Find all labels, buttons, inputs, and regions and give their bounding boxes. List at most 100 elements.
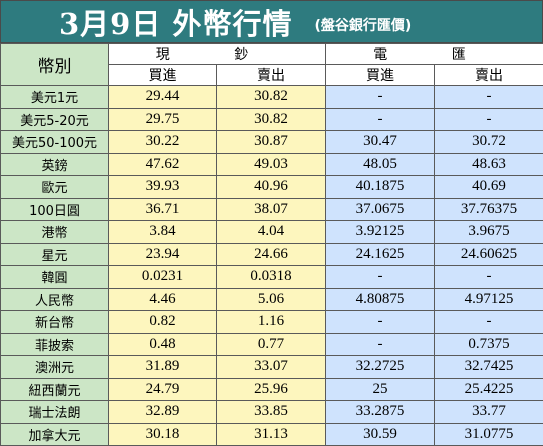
currency-header: 幣別 <box>1 44 109 86</box>
cash-sell-cell: 5.06 <box>217 288 326 311</box>
wire-sell-cell: 37.76375 <box>435 198 543 221</box>
wire-buy-cell: 30.47 <box>326 131 435 154</box>
wire-buy-cell: 37.0675 <box>326 198 435 221</box>
cash-sell-cell: 4.04 <box>217 221 326 244</box>
cash-sell-cell: 31.13 <box>217 423 326 446</box>
wire-buy-cell: 3.92125 <box>326 221 435 244</box>
cash-buy-cell: 29.44 <box>109 86 217 109</box>
currency-name-cell: 韓圓 <box>1 266 109 289</box>
cash-buy-cell: 0.82 <box>109 311 217 334</box>
wire-buy-header: 買進 <box>326 65 435 86</box>
currency-name-cell: 菲披索 <box>1 333 109 356</box>
cash-buy-cell: 30.18 <box>109 423 217 446</box>
cash-buy-cell: 36.71 <box>109 198 217 221</box>
wire-sell-cell: 25.4225 <box>435 378 543 401</box>
currency-name-cell: 美元5-20元 <box>1 108 109 131</box>
wire-buy-cell: 30.59 <box>326 423 435 446</box>
cash-sell-cell: 0.77 <box>217 333 326 356</box>
wire-sell-cell: - <box>435 266 543 289</box>
currency-name-cell: 歐元 <box>1 176 109 199</box>
cash-sell-cell: 1.16 <box>217 311 326 334</box>
cash-sell-cell: 24.66 <box>217 243 326 266</box>
cash-sell-cell: 25.96 <box>217 378 326 401</box>
cash-buy-cell: 24.79 <box>109 378 217 401</box>
wire-buy-cell: 48.05 <box>326 153 435 176</box>
cash-buy-cell: 3.84 <box>109 221 217 244</box>
cash-buy-cell: 39.93 <box>109 176 217 199</box>
wire-buy-cell: 24.1625 <box>326 243 435 266</box>
wire-buy-cell: 32.2725 <box>326 356 435 379</box>
cash-sell-cell: 38.07 <box>217 198 326 221</box>
wire-sell-cell: 0.7375 <box>435 333 543 356</box>
currency-name-cell: 星元 <box>1 243 109 266</box>
wire-sell-cell: - <box>435 108 543 131</box>
cash-sell-cell: 40.96 <box>217 176 326 199</box>
currency-name-cell: 美元50-100元 <box>1 131 109 154</box>
cash-header: 現 鈔 <box>109 44 326 65</box>
currency-name-cell: 人民幣 <box>1 288 109 311</box>
currency-name-cell: 紐西蘭元 <box>1 378 109 401</box>
wire-buy-cell: 4.80875 <box>326 288 435 311</box>
wire-sell-cell: - <box>435 86 543 109</box>
title-bar: 3月9日 外幣行情 (盤谷銀行匯價) <box>0 0 543 43</box>
cash-buy-cell: 0.0231 <box>109 266 217 289</box>
wire-buy-cell: - <box>326 86 435 109</box>
wire-sell-cell: - <box>435 311 543 334</box>
wire-header: 電 匯 <box>326 44 543 65</box>
cash-buy-cell: 0.48 <box>109 333 217 356</box>
wire-buy-cell: - <box>326 266 435 289</box>
currency-name-cell: 加拿大元 <box>1 423 109 446</box>
wire-buy-cell: - <box>326 311 435 334</box>
wire-sell-cell: 32.7425 <box>435 356 543 379</box>
cash-buy-cell: 30.22 <box>109 131 217 154</box>
cash-sell-cell: 33.85 <box>217 401 326 424</box>
wire-buy-cell: 33.2875 <box>326 401 435 424</box>
cash-buy-cell: 32.89 <box>109 401 217 424</box>
cash-sell-header: 賣出 <box>217 65 326 86</box>
currency-name-cell: 瑞士法朗 <box>1 401 109 424</box>
wire-sell-cell: 30.72 <box>435 131 543 154</box>
wire-sell-cell: 24.60625 <box>435 243 543 266</box>
currency-name-cell: 新台幣 <box>1 311 109 334</box>
cash-buy-cell: 47.62 <box>109 153 217 176</box>
wire-buy-cell: 25 <box>326 378 435 401</box>
cash-buy-header: 買進 <box>109 65 217 86</box>
wire-sell-cell: 31.0775 <box>435 423 543 446</box>
currency-name-cell: 英鎊 <box>1 153 109 176</box>
wire-buy-cell: - <box>326 333 435 356</box>
wire-sell-header: 賣出 <box>435 65 543 86</box>
wire-sell-cell: 4.97125 <box>435 288 543 311</box>
wire-sell-cell: 3.9675 <box>435 221 543 244</box>
currency-name-cell: 美元1元 <box>1 86 109 109</box>
source-label: (盤谷銀行匯價) <box>314 15 411 35</box>
wire-sell-cell: 40.69 <box>435 176 543 199</box>
cash-buy-cell: 31.89 <box>109 356 217 379</box>
cash-sell-cell: 0.0318 <box>217 266 326 289</box>
cash-buy-cell: 29.75 <box>109 108 217 131</box>
cash-sell-cell: 30.82 <box>217 86 326 109</box>
currency-name-cell: 100日圓 <box>1 198 109 221</box>
wire-buy-cell: - <box>326 108 435 131</box>
cash-sell-cell: 49.03 <box>217 153 326 176</box>
cash-sell-cell: 30.82 <box>217 108 326 131</box>
wire-sell-cell: 48.63 <box>435 153 543 176</box>
